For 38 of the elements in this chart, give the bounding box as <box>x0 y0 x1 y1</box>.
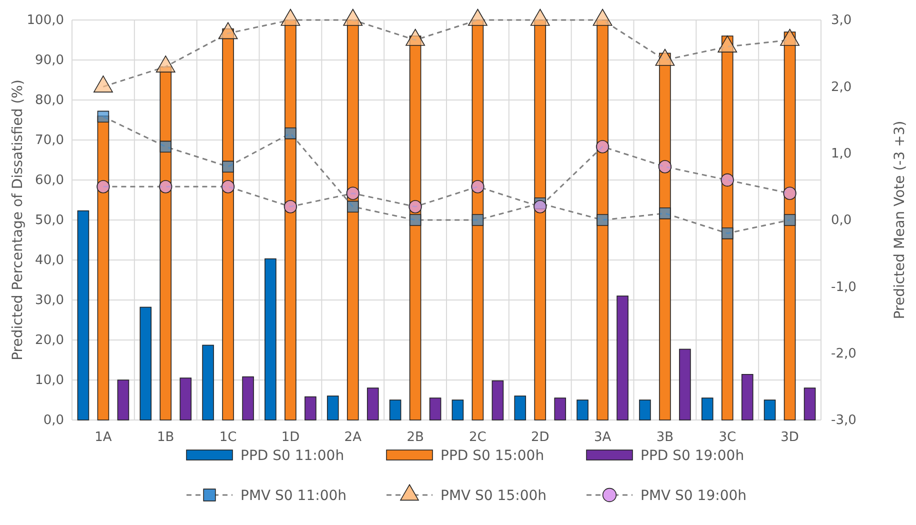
y2-tick-label: 3,0 <box>831 13 852 28</box>
y-tick-label: 20,0 <box>35 333 64 348</box>
x-tick-label: 1A <box>94 430 112 446</box>
y-tick-label: 90,0 <box>35 53 64 68</box>
y-tick-label: 80,0 <box>35 93 64 108</box>
legend-label: PMV S0 15:00h <box>440 488 547 504</box>
y-tick-label: 100,0 <box>26 13 64 28</box>
y-tick-label: 60,0 <box>35 173 64 188</box>
x-tick-label: 3C <box>718 430 736 446</box>
y2-tick-label: 0,0 <box>831 213 852 228</box>
x-tick-label: 2B <box>406 430 424 446</box>
y2-tick-label: -3,0 <box>831 413 856 428</box>
x-tick-label: 1D <box>281 430 300 446</box>
y-tick-label: 0,0 <box>43 413 64 428</box>
y2-tick-label: 2,0 <box>831 80 852 95</box>
y2-tick-label: 1,0 <box>831 146 852 162</box>
y2-axis-title: Predicted Mean Vote (-3 +3) <box>892 120 908 320</box>
y2-tick-label: -1,0 <box>831 280 856 295</box>
y-axis-title: Predicted Percentage of Dissatisfied (%) <box>10 80 26 360</box>
y-tick-label: 40,0 <box>35 253 64 268</box>
x-tick-label: 2D <box>530 430 550 446</box>
legend-label: PPD S0 11:00h <box>240 448 344 464</box>
legend-label: PPD S0 15:00h <box>440 448 544 464</box>
x-tick-label: 3A <box>594 430 612 446</box>
y2-tick-label: -2,0 <box>831 346 856 362</box>
y-tick-label: 10,0 <box>35 373 64 388</box>
x-tick-label: 1B <box>157 430 174 446</box>
y-tick-label: 30,0 <box>35 293 64 308</box>
x-tick-label: 3D <box>780 430 799 446</box>
legend-label: PMV S0 11:00h <box>240 488 347 504</box>
legend-label: PMV S0 19:00h <box>640 488 747 504</box>
legend-label: PPD S0 19:00h <box>640 448 744 464</box>
x-tick-label: 1C <box>219 430 237 446</box>
x-tick-label: 2A <box>344 430 362 446</box>
y-tick-label: 70,0 <box>35 133 64 148</box>
x-tick-label: 3B <box>656 430 674 446</box>
x-tick-label: 2C <box>469 430 486 446</box>
y-tick-label: 50,0 <box>35 213 64 228</box>
